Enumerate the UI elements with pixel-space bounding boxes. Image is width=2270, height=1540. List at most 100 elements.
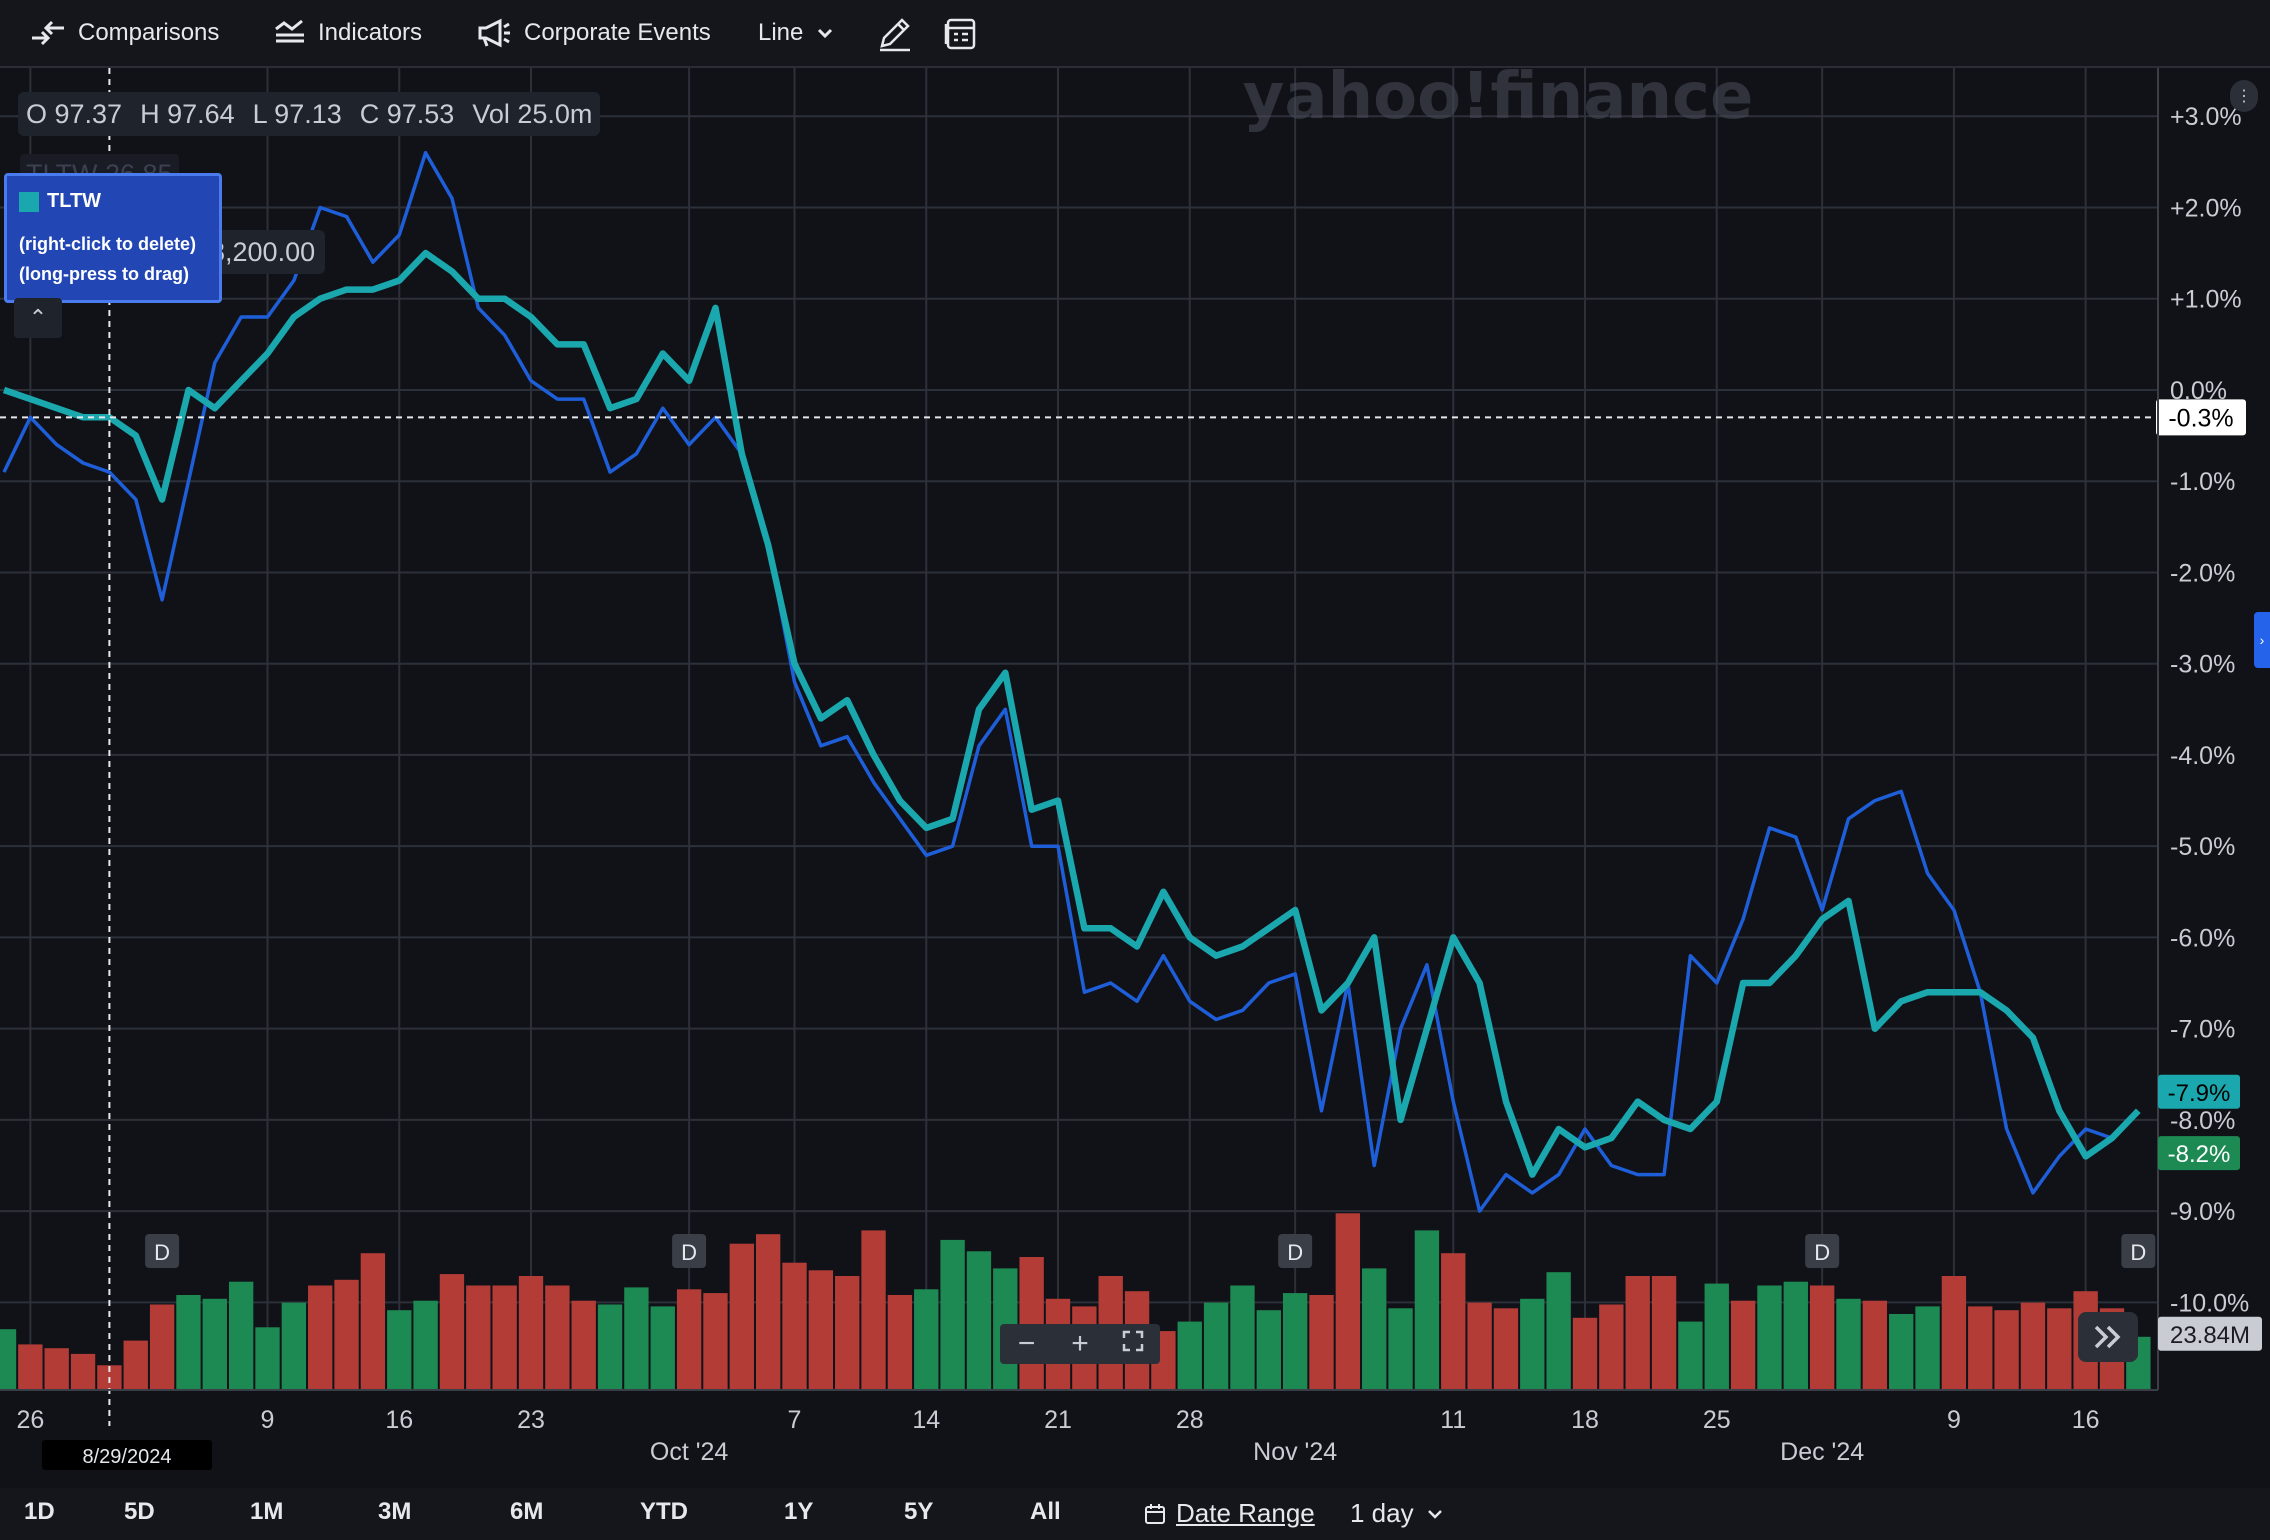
series-line-compare[interactable] <box>2 249 2141 1178</box>
volume-bar <box>202 1298 227 1390</box>
volume-bar <box>597 1304 623 1390</box>
interval-label: 1 day <box>1350 1498 1414 1528</box>
volume-bar <box>0 1329 17 1390</box>
zoom-out-button[interactable]: − <box>1017 1327 1036 1360</box>
series-line-tltw[interactable] <box>2 150 2113 1213</box>
series-tooltip[interactable]: TLTW (right-click to delete) (long-press… <box>4 173 222 303</box>
range-1y-button[interactable]: 1Y <box>784 1498 814 1525</box>
x-tick-label: 26 <box>16 1406 44 1434</box>
chart-menu-button[interactable]: ⋮ <box>2230 80 2258 112</box>
corporate-events-button[interactable]: Corporate Events <box>476 14 711 52</box>
crosshair-date-label: 8/29/2024 <box>83 1446 172 1468</box>
compare-last-label: -7.9% <box>2168 1080 2231 1107</box>
volume-bar <box>334 1279 359 1390</box>
range-6m-button[interactable]: 6M <box>510 1498 544 1525</box>
volume-bar <box>387 1310 412 1390</box>
range-1m-button[interactable]: 1M <box>250 1498 284 1525</box>
interval-dropdown[interactable]: 1 day <box>1350 1498 1446 1529</box>
x-tick-label: 21 <box>1044 1406 1072 1434</box>
dividend-marker[interactable]: D <box>1805 1234 1840 1268</box>
zoom-in-button[interactable]: + <box>1071 1327 1089 1360</box>
table-button[interactable] <box>944 14 990 52</box>
range-5y-button[interactable]: 5Y <box>904 1498 934 1525</box>
volume-bar <box>1230 1285 1255 1390</box>
date-range-label: Date Range <box>1176 1498 1315 1528</box>
volume-bar <box>1783 1281 1808 1390</box>
volume-last-label: 23.84M <box>2170 1322 2250 1349</box>
volume-bar <box>360 1253 386 1390</box>
dividend-marker[interactable]: D <box>2121 1234 2156 1268</box>
chart-area[interactable]: yahoo!finance D D D D D -0.3% 8/29/2024 +3.0%… <box>0 68 2270 1488</box>
volume-bar <box>1757 1285 1782 1390</box>
dividend-marker-box <box>672 1234 707 1268</box>
volume-bar <box>176 1295 201 1390</box>
range-5d-button[interactable]: 5D <box>124 1498 155 1525</box>
x-tick-label: Nov '24 <box>1253 1438 1337 1466</box>
dividend-marker-box <box>1278 1234 1313 1268</box>
calendar-icon <box>1145 1503 1165 1524</box>
volume-bar <box>676 1289 702 1390</box>
y-tick-label: +3.0% <box>2170 103 2242 131</box>
chevron-up-icon: ⌃ <box>28 305 48 330</box>
y-tick-label: -5.0% <box>2170 833 2235 861</box>
x-tick-label: 14 <box>912 1406 940 1434</box>
chart-type-dropdown[interactable]: Line <box>758 14 837 52</box>
range-ytd-button[interactable]: YTD <box>640 1498 688 1525</box>
volume-last-box <box>2158 1316 2262 1351</box>
volume-bar <box>228 1281 254 1390</box>
volume-bar <box>966 1251 992 1390</box>
volume-bar <box>808 1270 834 1390</box>
x-tick-label: 7 <box>788 1406 802 1434</box>
range-3m-button[interactable]: 3M <box>378 1498 412 1525</box>
volume-bar <box>650 1306 675 1390</box>
fullscreen-button[interactable] <box>1113 1327 1153 1361</box>
toolbar: Comparisons Indicators Corporate Events … <box>0 0 2270 68</box>
dividend-marker[interactable]: D <box>145 1234 180 1268</box>
volume-bar <box>308 1285 333 1390</box>
volume-bar <box>1019 1257 1044 1390</box>
x-tick-label: Oct '24 <box>650 1438 729 1466</box>
draw-button[interactable] <box>876 14 926 52</box>
volume-bar <box>1730 1300 1756 1390</box>
price-lines <box>2 150 2141 1213</box>
volume-bar <box>1203 1302 1229 1390</box>
collapse-legend-button[interactable]: ⌃ <box>14 298 62 338</box>
x-tick-label: 11 <box>1440 1406 1466 1434</box>
volume-bar <box>1441 1253 1466 1390</box>
volume-bar <box>149 1304 175 1390</box>
range-1d-button[interactable]: 1D <box>24 1498 55 1525</box>
volume-bar <box>1362 1268 1387 1390</box>
volume-bar <box>439 1274 465 1390</box>
main-last-label: -8.2% <box>2168 1141 2231 1168</box>
side-panel-toggle[interactable]: › <box>2254 612 2270 668</box>
scroll-to-latest-button[interactable] <box>2078 1312 2138 1362</box>
volume-bar <box>1862 1300 1888 1390</box>
volume-bar <box>1256 1310 1281 1390</box>
volume-bars <box>0 1213 2151 1390</box>
tooltip-drag-hint: (long-press to drag) <box>19 264 189 284</box>
comparisons-button[interactable]: Comparisons <box>30 14 219 52</box>
dividend-marker[interactable]: D <box>672 1234 707 1268</box>
date-range-button[interactable]: Date Range <box>1144 1498 1315 1529</box>
y-tick-label: -6.0% <box>2170 924 2235 952</box>
volume-bar <box>782 1262 807 1390</box>
y-tick-label: +2.0% <box>2170 194 2242 222</box>
dividend-marker[interactable]: D <box>1278 1234 1313 1268</box>
zoom-controls: − + <box>1000 1324 1160 1364</box>
volume-bar <box>1941 1276 1967 1390</box>
low-value: L 97.13 <box>252 98 342 129</box>
dividend-marker-box <box>145 1234 180 1268</box>
fullscreen-icon <box>1123 1330 1144 1352</box>
volume-bar <box>1651 1276 1677 1390</box>
crosshair-value-label: -0.3% <box>2168 404 2233 432</box>
volume-bar <box>624 1287 649 1390</box>
x-tick-label: 25 <box>1703 1406 1731 1434</box>
tooltip-symbol: TLTW <box>47 190 102 212</box>
volume-bar <box>518 1276 544 1390</box>
volume-bar <box>466 1285 491 1390</box>
y-tick-label: -4.0% <box>2170 742 2235 770</box>
indicators-button[interactable]: Indicators <box>274 14 422 52</box>
volume-bar <box>1282 1293 1308 1390</box>
range-all-button[interactable]: All <box>1030 1498 1061 1525</box>
